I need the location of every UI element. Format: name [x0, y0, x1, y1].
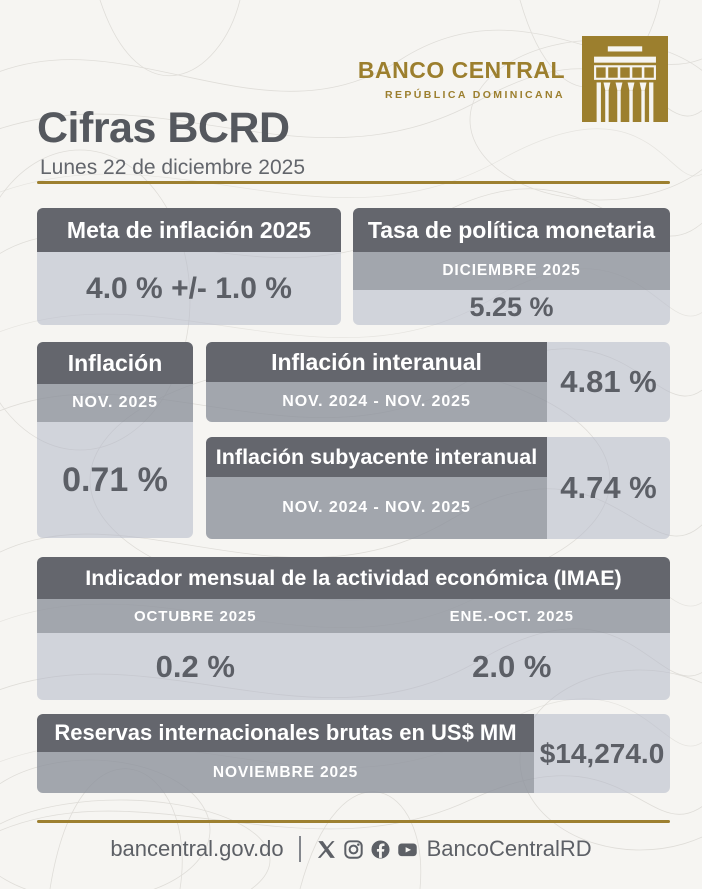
- card-inflacion-subyacente: Inflación subyacente interanual NOV. 202…: [206, 437, 670, 539]
- instagram-icon: [343, 839, 363, 859]
- card-meta-inflacion: Meta de inflación 2025 4.0 % +/- 1.0 %: [37, 208, 341, 325]
- footer-separator: [298, 836, 301, 862]
- facebook-icon: [371, 839, 390, 859]
- imae-value-ene-oct: 2.0 %: [472, 648, 552, 684]
- card-title: Reservas internacionales brutas en US$ M…: [37, 714, 534, 752]
- card-value: 5.25 %: [353, 290, 670, 325]
- gold-divider-bottom: [37, 820, 670, 823]
- card-label-column: Reservas internacionales brutas en US$ M…: [37, 714, 534, 793]
- card-value: 4.74 %: [547, 437, 670, 539]
- page-title: Cifras BCRD: [37, 104, 290, 152]
- page-date: Lunes 22 de diciembre 2025: [40, 156, 306, 179]
- card-period: NOV. 2025: [37, 384, 193, 422]
- card-periods-row: OCTUBRE 2025 ENE.-OCT. 2025: [37, 599, 670, 633]
- card-label-column: Inflación subyacente interanual NOV. 202…: [206, 437, 547, 539]
- card-period: NOVIEMBRE 2025: [37, 752, 534, 793]
- brand-subtitle: REPÚBLICA DOMINICANA: [384, 89, 565, 101]
- x-icon: [317, 840, 335, 858]
- card-title: Indicador mensual de la actividad económ…: [37, 557, 670, 599]
- card-period: NOV. 2024 - NOV. 2025: [206, 477, 547, 539]
- card-reservas-internacionales: Reservas internacionales brutas en US$ M…: [37, 714, 670, 793]
- social-icons: [316, 839, 418, 860]
- gold-divider-top: [37, 181, 670, 184]
- card-period: NOV. 2024 - NOV. 2025: [206, 382, 547, 422]
- card-inflacion: Inflación NOV. 2025 0.71 %: [37, 342, 193, 538]
- youtube-icon: [397, 843, 417, 856]
- card-values-row: 0.2 % 2.0 %: [37, 633, 670, 700]
- bank-pillars-icon: [582, 36, 668, 122]
- imae-value-octubre: 0.2 %: [155, 648, 235, 684]
- card-value: $14,274.0: [534, 714, 670, 793]
- imae-period-ene-oct: ENE.-OCT. 2025: [449, 607, 574, 625]
- brand-block: BANCO CENTRAL REPÚBLICA DOMINICANA: [358, 36, 668, 122]
- card-tasa-politica-monetaria: Tasa de política monetaria DICIEMBRE 202…: [353, 208, 670, 325]
- card-title: Inflación interanual: [206, 342, 547, 382]
- brand-name: BANCO CENTRAL: [357, 57, 565, 83]
- card-imae: Indicador mensual de la actividad económ…: [37, 557, 670, 700]
- social-handle-text: BancoCentralRD: [426, 836, 592, 861]
- card-title: Inflación: [37, 342, 193, 384]
- website-text: bancentral.gov.do: [110, 836, 284, 861]
- card-label-column: Inflación interanual NOV. 2024 - NOV. 20…: [206, 342, 547, 422]
- card-title: Inflación subyacente interanual: [206, 437, 547, 477]
- card-title: Meta de inflación 2025: [37, 208, 341, 252]
- card-inflacion-interanual: Inflación interanual NOV. 2024 - NOV. 20…: [206, 342, 670, 422]
- footer: bancentral.gov.do BancoCentralRD: [0, 836, 702, 862]
- card-period: DICIEMBRE 2025: [353, 252, 670, 290]
- card-value: 4.81 %: [547, 342, 670, 422]
- card-title: Tasa de política monetaria: [353, 208, 670, 252]
- imae-period-octubre: OCTUBRE 2025: [133, 607, 257, 625]
- brand-text: BANCO CENTRAL REPÚBLICA DOMINICANA: [358, 57, 565, 101]
- card-value: 0.71 %: [37, 422, 193, 538]
- card-value: 4.0 % +/- 1.0 %: [37, 252, 341, 325]
